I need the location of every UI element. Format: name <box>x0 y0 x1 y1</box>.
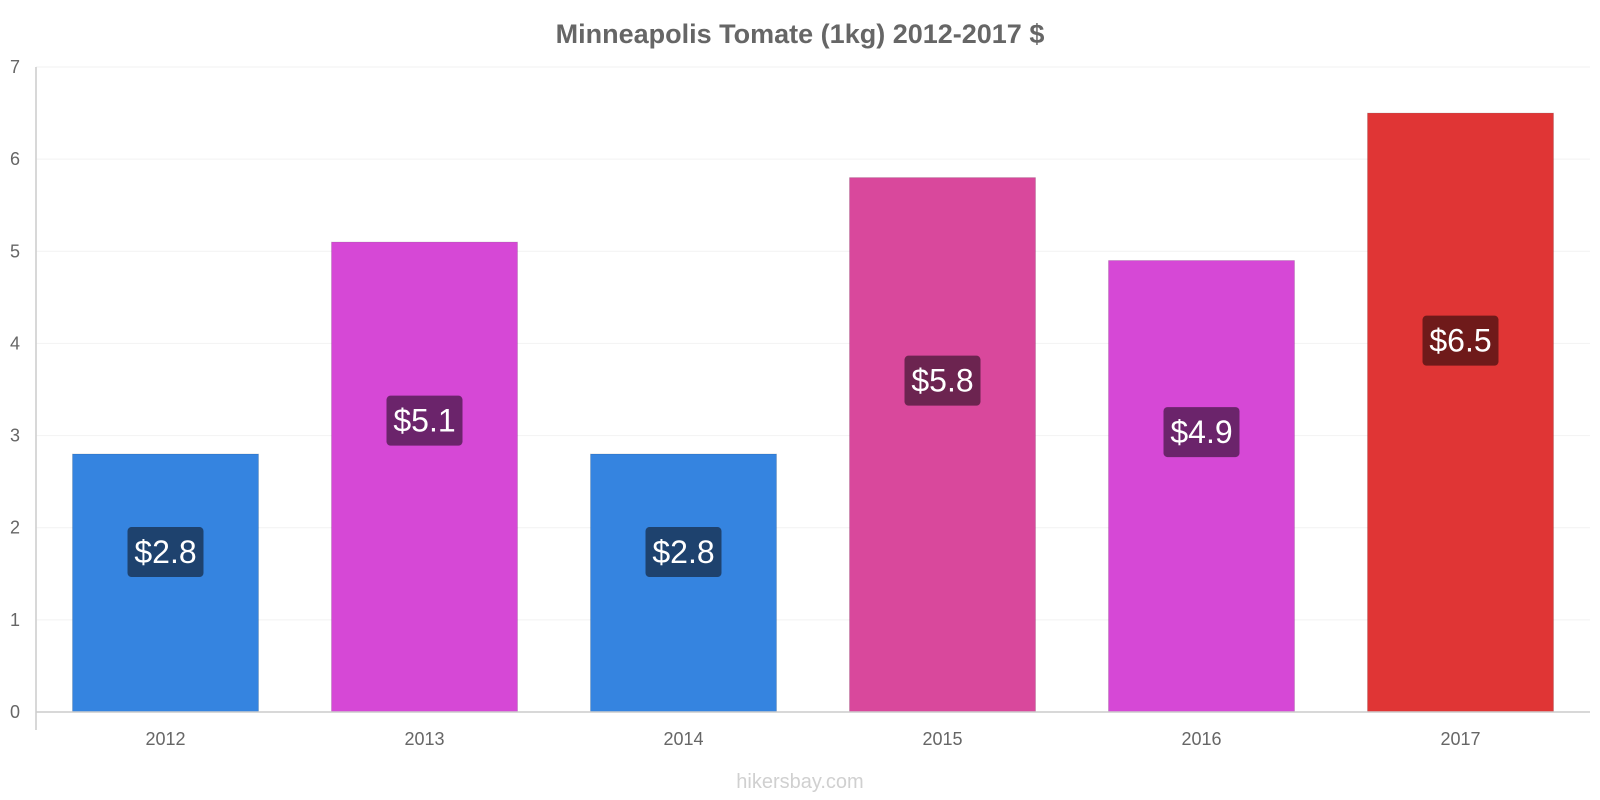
bar-2012 <box>72 453 259 713</box>
bar-2014 <box>590 453 777 713</box>
x-tick-label: 2017 <box>1440 729 1480 749</box>
value-label-box-2015 <box>904 355 981 406</box>
y-tick-label: 4 <box>10 333 20 353</box>
y-tick-label: 6 <box>10 149 20 169</box>
value-label-box-2017 <box>1422 315 1499 366</box>
x-tick-label: 2013 <box>404 729 444 749</box>
y-axis-ticks: 0 1 2 3 4 5 6 7 <box>10 57 20 722</box>
value-label-box-2014 <box>645 527 722 578</box>
gridlines <box>36 66 1590 621</box>
value-label-box-2013 <box>386 395 463 446</box>
chart-title: Minneapolis Tomate (1kg) 2012-2017 $ <box>556 19 1045 49</box>
x-tick-label: 2015 <box>922 729 962 749</box>
value-label-2012: $2.8 <box>134 534 196 570</box>
value-label-2017: $6.5 <box>1429 323 1491 359</box>
value-label-box-2012 <box>127 527 204 578</box>
x-tick-label: 2016 <box>1181 729 1221 749</box>
footer-source: hikersbay.com <box>736 771 863 793</box>
value-label-2013: $5.1 <box>393 403 455 439</box>
value-label-2014: $2.8 <box>652 534 714 570</box>
bar-2015 <box>849 177 1036 713</box>
value-label-2016: $4.9 <box>1170 414 1232 450</box>
y-tick-label: 7 <box>10 57 20 77</box>
bar-2016 <box>1108 260 1295 713</box>
x-axis-ticks: 2012 2013 2014 2015 2016 2017 <box>145 729 1480 749</box>
bars <box>72 112 1554 713</box>
y-tick-label: 2 <box>10 518 20 538</box>
value-label-box-2016 <box>1163 407 1240 458</box>
bar-2017 <box>1367 112 1554 713</box>
axes <box>35 67 1590 730</box>
y-tick-label: 5 <box>10 241 20 261</box>
value-labels: $2.8 $5.1 $2.8 $5.8 $4.9 $6.5 <box>127 315 1499 578</box>
y-tick-label: 1 <box>10 610 20 630</box>
y-tick-label: 3 <box>10 426 20 446</box>
bar-2013 <box>331 241 518 713</box>
y-tick-label: 0 <box>10 702 20 722</box>
value-label-2015: $5.8 <box>911 363 973 399</box>
x-tick-label: 2014 <box>663 729 703 749</box>
x-tick-label: 2012 <box>145 729 185 749</box>
